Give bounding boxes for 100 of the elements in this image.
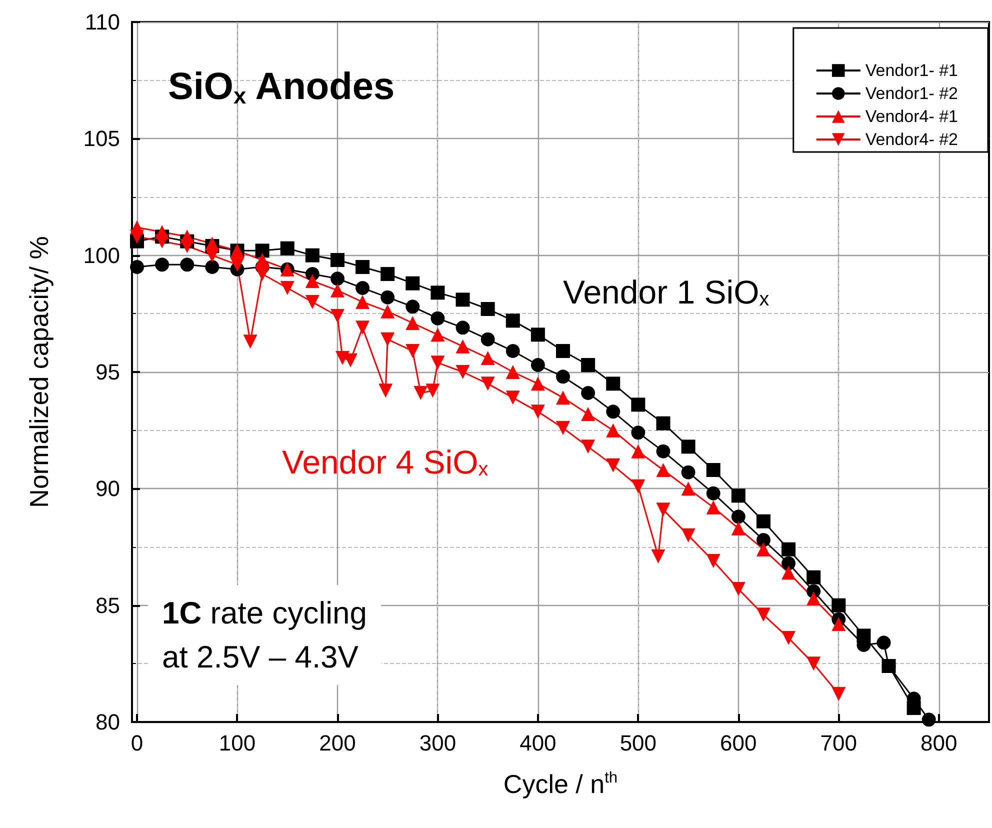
point bbox=[756, 533, 770, 547]
point bbox=[706, 500, 720, 514]
point bbox=[480, 351, 495, 365]
point bbox=[631, 444, 646, 458]
point bbox=[806, 570, 821, 584]
legend-label: Vendor4- #1 bbox=[865, 107, 958, 126]
point bbox=[731, 521, 746, 536]
point bbox=[606, 376, 620, 391]
point bbox=[356, 260, 370, 274]
point bbox=[430, 328, 445, 342]
point bbox=[681, 528, 696, 542]
y-tick-label: 90 bbox=[96, 476, 120, 502]
point bbox=[305, 295, 320, 309]
point bbox=[506, 344, 520, 358]
point bbox=[756, 514, 770, 528]
point bbox=[581, 386, 596, 400]
point bbox=[180, 258, 194, 272]
point bbox=[922, 712, 936, 727]
point bbox=[606, 423, 620, 438]
point bbox=[356, 295, 370, 309]
point bbox=[280, 241, 294, 256]
point bbox=[155, 258, 170, 272]
x-tick-label: 800 bbox=[920, 730, 958, 756]
point bbox=[782, 556, 796, 570]
y-tick-label: 85 bbox=[96, 592, 120, 618]
point bbox=[756, 542, 770, 556]
point bbox=[255, 267, 270, 281]
point bbox=[651, 549, 666, 564]
point bbox=[606, 404, 620, 419]
point bbox=[305, 274, 320, 288]
point bbox=[406, 344, 420, 358]
point bbox=[255, 253, 270, 267]
point bbox=[130, 230, 144, 244]
point bbox=[430, 286, 445, 300]
point bbox=[406, 316, 420, 330]
annotation: Vendor 1 SiOx bbox=[563, 274, 770, 310]
point bbox=[480, 376, 495, 391]
point bbox=[656, 463, 670, 477]
point bbox=[681, 440, 696, 454]
point bbox=[330, 253, 344, 267]
point bbox=[456, 320, 470, 335]
point bbox=[243, 334, 258, 349]
point bbox=[406, 300, 420, 314]
point bbox=[681, 465, 696, 480]
point bbox=[530, 404, 545, 419]
point bbox=[456, 292, 470, 307]
point bbox=[430, 356, 445, 370]
point bbox=[255, 244, 270, 258]
x-tick-label: 0 bbox=[130, 730, 144, 756]
point bbox=[832, 687, 846, 701]
point bbox=[506, 390, 520, 405]
point bbox=[530, 376, 545, 391]
x-tick-label: 500 bbox=[620, 730, 657, 756]
point bbox=[414, 386, 428, 400]
point bbox=[806, 656, 821, 671]
point bbox=[556, 390, 570, 405]
point bbox=[380, 267, 395, 281]
point bbox=[530, 358, 545, 372]
point bbox=[356, 281, 370, 295]
point bbox=[155, 234, 170, 248]
y-tick-label: 80 bbox=[96, 710, 120, 734]
point bbox=[456, 365, 470, 379]
point bbox=[556, 370, 570, 384]
point bbox=[205, 260, 220, 274]
point bbox=[731, 510, 746, 524]
annotation: 1C rate cycling at 2.5V – 4.3V bbox=[162, 596, 368, 674]
point bbox=[356, 320, 370, 335]
point bbox=[756, 608, 770, 622]
point bbox=[380, 332, 395, 346]
point bbox=[280, 281, 294, 295]
point bbox=[876, 636, 891, 650]
point bbox=[378, 384, 393, 398]
point bbox=[426, 384, 440, 398]
x-tick-label: 700 bbox=[820, 730, 858, 756]
x-tick-label: 200 bbox=[319, 730, 356, 756]
point bbox=[731, 582, 746, 596]
point bbox=[406, 276, 420, 290]
point bbox=[530, 328, 545, 342]
point bbox=[380, 290, 395, 304]
x-tick-label: 100 bbox=[218, 730, 256, 756]
text: SiOx Anodes bbox=[168, 66, 395, 109]
point bbox=[130, 260, 144, 274]
point bbox=[656, 444, 670, 458]
y-tick-label: 105 bbox=[83, 126, 120, 152]
y-tick-label: 110 bbox=[84, 10, 120, 34]
point bbox=[330, 283, 344, 298]
y-axis-title: Normalized capacity/ % bbox=[24, 236, 54, 508]
point bbox=[832, 598, 846, 612]
point bbox=[581, 407, 596, 421]
point bbox=[656, 502, 670, 517]
legend-label: Vendor4- #2 bbox=[865, 130, 958, 149]
annotation: Vendor 4 SiOx bbox=[282, 444, 488, 480]
point bbox=[782, 566, 796, 580]
point bbox=[305, 248, 320, 262]
legend-label: Vendor1- #1 bbox=[865, 61, 958, 80]
legend-label: Vendor1- #2 bbox=[865, 84, 958, 103]
point bbox=[706, 554, 720, 568]
point bbox=[330, 272, 344, 286]
point bbox=[430, 311, 445, 326]
point bbox=[656, 416, 670, 430]
